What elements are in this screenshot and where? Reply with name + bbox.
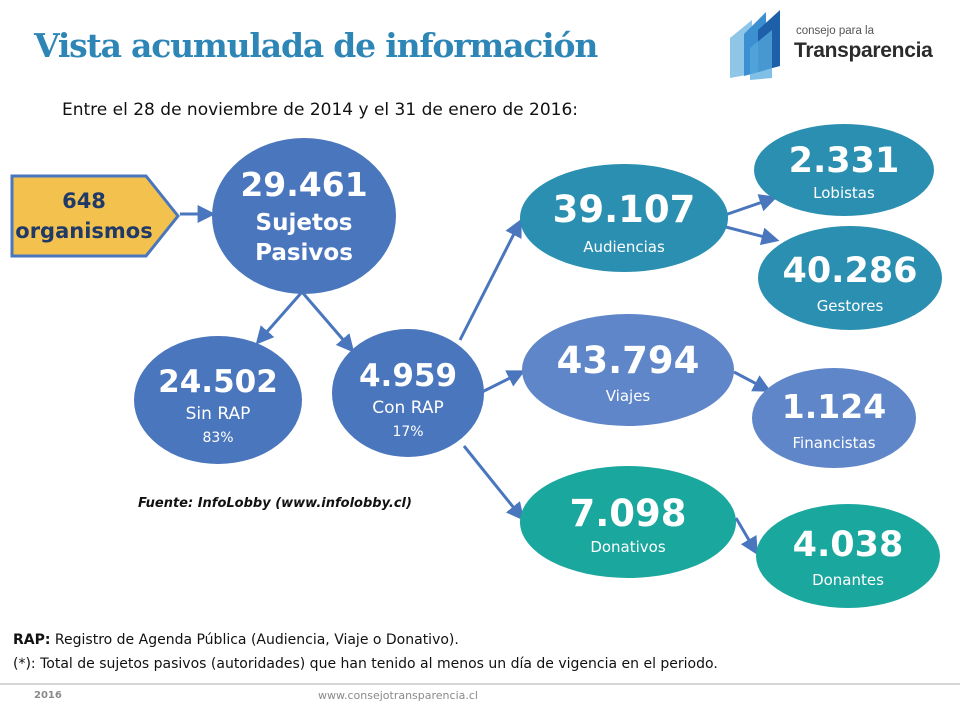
arrow-con-rap-to-audiencias [458, 218, 522, 341]
note-rap: RAP: Registro de Agenda Pública (Audienc… [13, 632, 459, 648]
donativos-value: 7.098 [569, 492, 686, 535]
con-rap-percent: 17% [392, 424, 423, 440]
con-rap-value: 4.959 [359, 358, 457, 394]
gestores-label: Gestores [817, 297, 884, 315]
node-financistas: 1.124 Financistas [752, 368, 916, 468]
logo: consejo para la Transparencia [722, 8, 933, 80]
sin-rap-label: Sin RAP [186, 404, 251, 424]
arrow-audiencias-to-gestores [721, 224, 780, 246]
arrow-con-rap-to-viajes [481, 370, 526, 394]
note-rap-text: Registro de Agenda Pública (Audiencia, V… [50, 632, 459, 648]
financistas-value: 1.124 [782, 387, 886, 426]
organismos-value: 648 [62, 189, 106, 213]
organismos-label: organismos [15, 219, 152, 243]
con-rap-label: Con RAP [372, 398, 443, 418]
sujetos-pasivos-label-1: Sujetos [256, 210, 353, 236]
arrow-donativos-to-donantes [734, 517, 758, 556]
sujetos-pasivos-value: 29.461 [240, 165, 367, 204]
footer-url: www.consejotransparencia.cl [318, 689, 478, 702]
footer-divider [0, 683, 960, 685]
audiencias-value: 39.107 [553, 188, 696, 231]
arrow-con-rap-to-donativos [462, 445, 525, 521]
node-sujetos-pasivos: 29.461 Sujetos Pasivos [212, 138, 396, 294]
organismos-shape [10, 174, 180, 258]
audiencias-label: Audiencias [583, 238, 665, 256]
con-rap-shape [332, 329, 484, 457]
node-donantes: 4.038 Donantes [756, 504, 940, 608]
donativos-shape [520, 466, 736, 578]
source-note: Fuente: InfoLobby (www.infolobby.cl) [138, 496, 412, 511]
sujetos-pasivos-label-2: Pasivos [255, 240, 353, 266]
arrow-viajes-to-financistas [733, 370, 772, 392]
node-lobistas: 2.331 Lobistas [754, 124, 934, 216]
sin-rap-percent: 83% [202, 430, 233, 446]
gestores-shape [758, 226, 942, 330]
arrow-sujetos-to-sin-rap [255, 291, 304, 345]
lobistas-label: Lobistas [813, 184, 875, 202]
note-rap-term: RAP: [13, 632, 51, 648]
gestores-value: 40.286 [782, 251, 917, 291]
node-viajes: 43.794 Viajes [522, 314, 734, 426]
arrows [180, 194, 780, 556]
footer-year: 2016 [34, 690, 62, 701]
audiencias-shape [520, 164, 728, 272]
arrow-audiencias-to-lobistas [721, 194, 778, 218]
node-sin-rap: 24.502 Sin RAP 83% [134, 336, 302, 464]
node-con-rap: 4.959 Con RAP 17% [332, 329, 484, 457]
donantes-shape [756, 504, 940, 608]
node-gestores: 40.286 Gestores [758, 226, 942, 330]
donantes-value: 4.038 [793, 525, 904, 565]
logo-text-main: Transparencia [794, 39, 933, 62]
page-title: Vista acumulada de información [34, 26, 598, 65]
node-audiencias: 39.107 Audiencias [520, 164, 728, 272]
viajes-shape [522, 314, 734, 426]
node-donativos: 7.098 Donativos [520, 466, 736, 578]
arrow-sujetos-to-con-rap [300, 291, 355, 353]
lobistas-value: 2.331 [789, 141, 900, 181]
donantes-label: Donantes [812, 571, 884, 589]
financistas-label: Financistas [792, 434, 875, 452]
donativos-label: Donativos [590, 538, 666, 556]
node-organismos: 648 organismos [10, 174, 180, 258]
sujetos-pasivos-shape [212, 138, 396, 294]
sin-rap-shape [134, 336, 302, 464]
note-asterisk: (*): Total de sujetos pasivos (autoridad… [13, 656, 718, 672]
subtitle: Entre el 28 de noviembre de 2014 y el 31… [62, 100, 579, 120]
sin-rap-value: 24.502 [158, 364, 278, 400]
logo-text-top: consejo para la [796, 25, 874, 37]
logo-mark-icon [730, 10, 780, 80]
viajes-label: Viajes [606, 387, 651, 405]
viajes-value: 43.794 [557, 339, 700, 382]
financistas-shape [752, 368, 916, 468]
lobistas-shape [754, 124, 934, 216]
